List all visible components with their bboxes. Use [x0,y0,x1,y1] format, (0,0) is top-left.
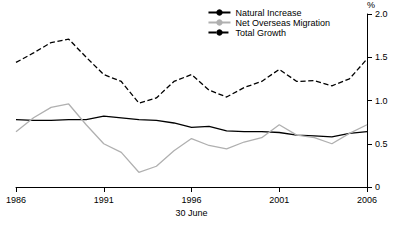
svg-text:1996: 1996 [181,195,201,205]
svg-text:1991: 1991 [94,195,114,205]
svg-text:%: % [367,0,375,10]
svg-text:1986: 1986 [6,195,26,205]
svg-text:Net Overseas Migration: Net Overseas Migration [235,18,330,28]
svg-text:1.0: 1.0 [375,96,388,106]
svg-text:30 June: 30 June [175,208,207,218]
svg-text:2006: 2006 [357,195,377,205]
svg-text:2001: 2001 [269,195,289,205]
svg-text:2.0: 2.0 [375,9,388,19]
svg-text:Total Growth: Total Growth [235,28,286,38]
svg-text:0: 0 [375,182,380,192]
svg-text:Natural Increase: Natural Increase [235,8,301,18]
svg-text:1.5: 1.5 [375,52,388,62]
svg-text:0.5: 0.5 [375,139,388,149]
